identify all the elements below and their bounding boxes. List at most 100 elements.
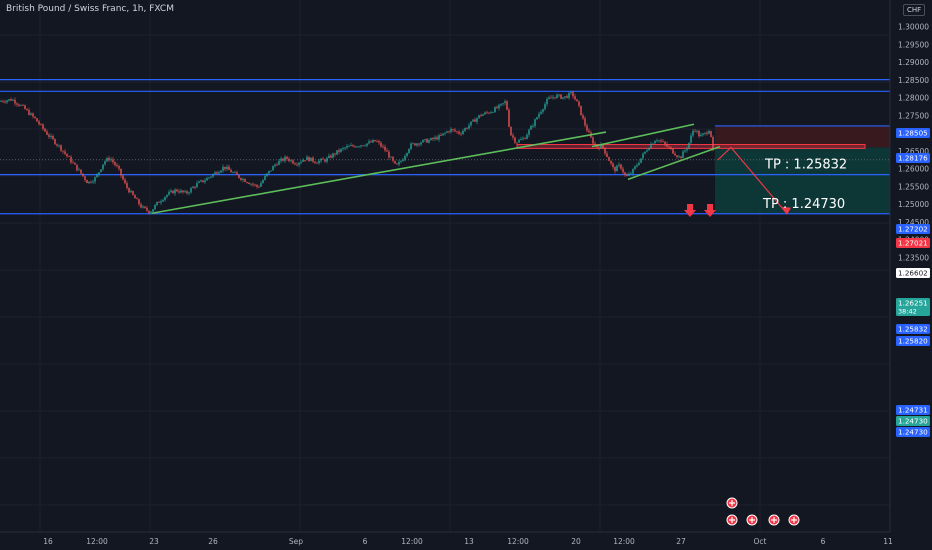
candle-body	[482, 114, 484, 116]
candle-body	[548, 97, 550, 100]
candle-body	[178, 191, 180, 193]
y-tick-label: 1.29000	[898, 58, 929, 67]
candle-body	[430, 138, 432, 141]
candle-body	[708, 131, 710, 134]
candle-body	[192, 186, 194, 189]
candle-body	[588, 130, 590, 133]
candle-body	[116, 165, 118, 167]
candle-body	[282, 158, 284, 161]
candle-body	[316, 162, 318, 164]
candle-body	[470, 121, 472, 126]
candle-body	[562, 97, 564, 99]
candle-body	[180, 190, 182, 193]
candle-body	[464, 128, 466, 131]
candle-body	[104, 161, 106, 165]
candle-body	[420, 142, 422, 145]
candle-body	[122, 175, 124, 180]
candle-body	[552, 97, 554, 99]
candle-body	[634, 166, 636, 169]
candle-body	[354, 146, 356, 148]
candle-body	[350, 145, 352, 147]
x-tick-label: 6	[821, 537, 826, 546]
candle-body	[198, 181, 200, 184]
candle-body	[700, 134, 702, 137]
candle-body	[234, 172, 236, 174]
trend-line[interactable]	[627, 145, 721, 181]
candle-body	[390, 156, 392, 158]
candle-body	[456, 131, 458, 133]
candle-body	[46, 131, 48, 135]
candle-body	[610, 160, 612, 164]
candle-body	[18, 104, 20, 106]
candle-body	[250, 183, 252, 185]
candle-body	[44, 128, 46, 132]
candle-body	[30, 113, 32, 115]
candle-body	[534, 119, 536, 126]
candle-body	[582, 115, 584, 119]
candle-body	[626, 174, 628, 176]
x-tick-label: Oct	[754, 537, 767, 546]
candle-body	[484, 112, 486, 115]
candle-body	[276, 164, 278, 166]
x-tick-label: 27	[676, 537, 686, 546]
candle-body	[216, 172, 218, 174]
candle-body	[506, 101, 508, 110]
candle-body	[392, 156, 394, 161]
candle-body	[608, 157, 610, 161]
resistance-zone[interactable]	[516, 143, 866, 149]
candle-body	[168, 192, 170, 195]
candle-body	[12, 99, 14, 101]
candle-body	[500, 103, 502, 105]
candle-body	[672, 148, 674, 154]
candle-body	[622, 168, 624, 173]
price-label-text: 1.26251	[898, 299, 928, 308]
projection-path[interactable]	[717, 146, 788, 215]
candle-body	[258, 186, 260, 188]
candle-body	[328, 155, 330, 158]
candle-body	[458, 131, 460, 134]
candle-body	[640, 158, 642, 163]
candle-body	[620, 164, 622, 169]
x-tick-label: 6	[363, 537, 368, 546]
candle-body	[142, 206, 144, 208]
candle-body	[94, 177, 96, 182]
candle-body	[600, 144, 602, 149]
candle-body	[684, 150, 686, 152]
candle-body	[388, 151, 390, 158]
trend-line[interactable]	[151, 131, 607, 215]
y-tick-label: 1.24500	[898, 218, 929, 227]
candle-body	[668, 146, 670, 148]
candle-body	[530, 125, 532, 130]
candle-body	[292, 160, 294, 164]
candle-body	[10, 99, 12, 101]
candle-body	[412, 143, 414, 145]
candle-body	[602, 144, 604, 148]
candle-body	[2, 101, 4, 102]
candle-body	[628, 173, 630, 176]
candle-body	[74, 162, 76, 165]
candle-body	[452, 129, 454, 130]
candle-body	[16, 103, 18, 105]
candle-body	[382, 146, 384, 148]
candle-body	[264, 175, 266, 181]
trend-line[interactable]	[591, 123, 695, 148]
candle-body	[34, 116, 36, 119]
candle-body	[88, 181, 90, 184]
candle-body	[398, 161, 400, 165]
candle-body	[518, 140, 520, 143]
candle-body	[410, 143, 412, 149]
candle-body	[42, 124, 44, 129]
candle-body	[98, 172, 100, 175]
candle-body	[492, 112, 494, 114]
y-tick-label: 1.26000	[898, 165, 929, 174]
candle-body	[536, 117, 538, 120]
candle-body	[368, 141, 370, 144]
candle-body	[424, 139, 426, 140]
candle-body	[624, 172, 626, 175]
candle-body	[498, 104, 500, 109]
candle-body	[38, 121, 40, 125]
candle-body	[612, 163, 614, 168]
x-tick-label: 12:00	[86, 537, 108, 546]
candle-body	[176, 189, 178, 192]
